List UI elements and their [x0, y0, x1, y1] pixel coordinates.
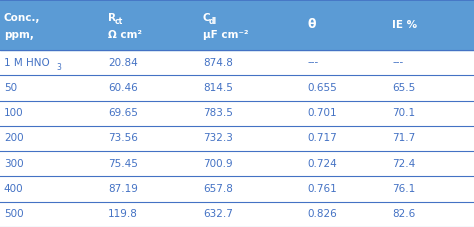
Text: 60.46: 60.46: [108, 83, 138, 93]
Text: 1 M HNO: 1 M HNO: [4, 58, 50, 68]
Text: 0.826: 0.826: [307, 209, 337, 219]
Text: Ω cm²: Ω cm²: [108, 30, 142, 39]
Text: 100: 100: [4, 108, 23, 118]
Text: 71.7: 71.7: [392, 133, 416, 143]
Text: 200: 200: [4, 133, 23, 143]
Text: R: R: [108, 13, 116, 23]
Text: 82.6: 82.6: [392, 209, 416, 219]
Text: Conc.,: Conc.,: [4, 13, 40, 23]
Text: 65.5: 65.5: [392, 83, 416, 93]
Text: 20.84: 20.84: [108, 58, 138, 68]
Text: ---: ---: [307, 58, 319, 68]
Text: 87.19: 87.19: [108, 184, 138, 194]
Text: 50: 50: [4, 83, 17, 93]
Text: 700.9: 700.9: [203, 159, 232, 169]
Text: dl: dl: [209, 17, 217, 26]
Text: 300: 300: [4, 159, 23, 169]
Text: C: C: [203, 13, 210, 23]
Text: 75.45: 75.45: [108, 159, 138, 169]
Text: 3: 3: [57, 63, 62, 72]
Text: 657.8: 657.8: [203, 184, 233, 194]
Text: ct: ct: [115, 17, 123, 26]
Text: 0.761: 0.761: [307, 184, 337, 194]
Text: 814.5: 814.5: [203, 83, 233, 93]
Text: 0.724: 0.724: [307, 159, 337, 169]
Text: 69.65: 69.65: [108, 108, 138, 118]
Text: 0.655: 0.655: [307, 83, 337, 93]
Text: 119.8: 119.8: [108, 209, 138, 219]
Text: 732.3: 732.3: [203, 133, 233, 143]
Text: 0.701: 0.701: [307, 108, 337, 118]
Text: 783.5: 783.5: [203, 108, 233, 118]
Text: 72.4: 72.4: [392, 159, 416, 169]
Text: 73.56: 73.56: [108, 133, 138, 143]
Text: ppm,: ppm,: [4, 30, 34, 39]
Bar: [0, 0, 474, 50]
Text: 632.7: 632.7: [203, 209, 233, 219]
Text: ---: ---: [392, 58, 404, 68]
Text: 76.1: 76.1: [392, 184, 416, 194]
Text: 0.717: 0.717: [307, 133, 337, 143]
Text: 874.8: 874.8: [203, 58, 233, 68]
Text: 500: 500: [4, 209, 23, 219]
Text: 400: 400: [4, 184, 23, 194]
Text: μF cm⁻²: μF cm⁻²: [203, 30, 248, 39]
Text: IE %: IE %: [392, 20, 418, 30]
Text: θ: θ: [307, 18, 316, 32]
Text: 70.1: 70.1: [392, 108, 416, 118]
